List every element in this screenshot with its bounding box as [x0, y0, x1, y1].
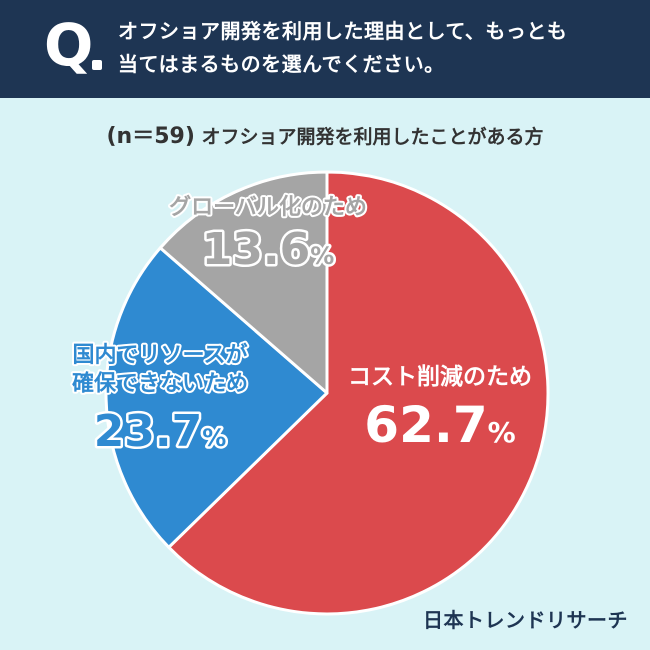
- question-header: Q オフショア開発を利用した理由として、もっとも 当てはまるものを選んでください…: [0, 0, 650, 98]
- q-mark: Q: [44, 11, 94, 79]
- pie-slice: [167, 170, 550, 616]
- brand-logo: 日本トレンドリサーチ: [423, 608, 628, 632]
- question-text: オフショア開発を利用した理由として、もっとも 当てはまるものを選んでください。: [118, 19, 568, 76]
- sample-caption: (n＝59) オフショア開発を利用したことがある方: [0, 118, 650, 150]
- slice-label: コスト削減のため: [348, 364, 532, 390]
- q-dot-icon: [92, 60, 102, 70]
- sample-size: (n＝59): [106, 124, 195, 149]
- slice-label: グローバル化のため: [169, 194, 367, 220]
- slice-value: 62.7%: [364, 396, 515, 454]
- slice-value: 13.6%: [202, 224, 335, 275]
- pie-slice: [158, 170, 329, 395]
- sample-description: オフショア開発を利用したことがある方: [201, 126, 544, 148]
- pie-slice: [104, 246, 329, 549]
- slice-label: 国内でリソースが確保できないため: [72, 342, 248, 397]
- slice-value: 23.7%: [94, 406, 227, 457]
